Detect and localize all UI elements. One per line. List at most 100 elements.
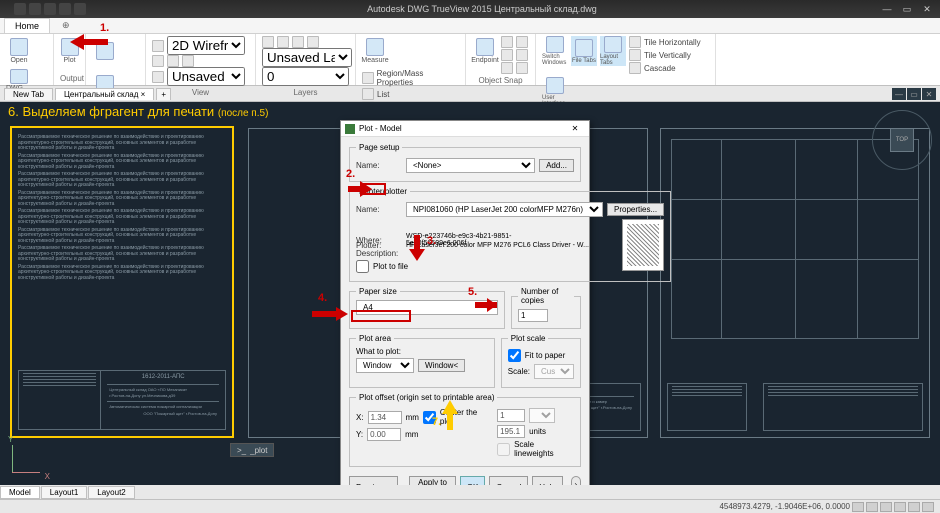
qat-plot-icon[interactable] [74,3,86,15]
cascade-icon [629,62,641,74]
doctab-new[interactable]: New Tab [4,88,53,100]
doctab-add[interactable]: + [156,88,171,100]
plot-to-file-checkbox[interactable] [356,260,369,273]
savedview-select[interactable]: Unsaved View [167,67,245,86]
plotarea-group: Plot area What to plot: Window Window< [349,334,495,388]
switch-windows-button[interactable]: Switch Windows [542,36,568,66]
status-icon[interactable] [922,502,934,512]
status-icon[interactable] [852,502,864,512]
sheet-3 [660,128,930,438]
layout-tab-1[interactable]: Layout1 [41,486,87,499]
offset-y-input[interactable] [367,428,401,441]
cmd-prompt-icon: >_ [237,446,246,455]
pagesetup-group: Page setup Name: <None> Add... [349,143,581,182]
savedview-icon [152,71,164,83]
annotation-7: 7. [432,416,441,428]
annotation-5: 5. [468,286,477,298]
status-icon[interactable] [908,502,920,512]
layer-select[interactable]: 0 [262,67,349,86]
group-label-output: Output [60,74,79,83]
printer-props-button[interactable]: Properties... [607,203,664,216]
annotation-arrow-2 [348,179,372,199]
offset-x-input[interactable] [368,411,402,424]
layout-tabs-button[interactable]: Layout Tabs [600,36,626,66]
convert-icon [10,69,28,84]
layouttabs-icon [604,36,622,53]
printer-group: Printer/plotter Name: NPI081060 (HP Lase… [349,187,671,282]
dialog-close-button[interactable]: ✕ [565,124,585,133]
dialog-icon [345,124,355,134]
ribbon-tab-home[interactable]: Home [4,18,50,33]
pagesetup-add-button[interactable]: Add... [539,159,574,172]
minimize-button[interactable]: — [878,2,896,16]
annotation-4: 4. [318,292,327,304]
qat-save-icon[interactable] [59,3,71,15]
ribbon-group-files: Open DWG Convert Files [0,34,54,85]
instruction-text: 6. Выделяем фграгент для печати (после п… [8,104,268,119]
endpoint-icon [476,38,494,56]
layout-tabs: Model Layout1 Layout2 [0,485,940,499]
qat-open-icon[interactable] [44,3,56,15]
massprops-icon [362,72,374,84]
status-icon[interactable] [894,502,906,512]
mdi-minimize[interactable]: — [892,88,906,100]
close-button[interactable]: ✕ [918,2,936,16]
viewcube[interactable]: TOP [872,110,932,170]
wireframe-select[interactable]: 2D Wireframe [167,36,245,55]
layout-tab-2[interactable]: Layout2 [88,486,134,499]
ui-icon [546,77,564,94]
layer-icon [262,36,274,48]
annotation-arrow-5 [465,297,497,313]
file-tabs-button[interactable]: File Tabs [571,36,597,66]
view-icon [152,55,164,67]
status-bar: 4548973.4279, -1.9046E+06, 0.0000 [0,499,940,513]
scale-select: Custom [534,364,574,379]
window-button[interactable]: Window< [418,359,465,372]
layout-tab-model[interactable]: Model [0,486,40,499]
measure-button[interactable]: Measure [362,36,388,66]
fit-to-paper-checkbox[interactable] [508,349,521,362]
doctab-close-icon[interactable]: × [141,90,146,99]
window-title: Autodesk DWG TrueView 2015 Центральный с… [86,4,878,14]
annotation-box-4 [351,310,411,322]
copies-group: Number of copies [511,287,581,329]
ribbon-tab-add[interactable]: ⊕ [52,18,80,33]
dialog-titlebar[interactable]: Plot - Model ✕ [341,121,589,137]
ribbon-group-ui: Switch Windows File Tabs Layout Tabs Til… [536,34,716,85]
list-icon [362,88,374,100]
annotation-3: 3. [427,235,436,247]
endpoint-button[interactable]: Endpoint [472,36,498,66]
units-input [497,425,525,438]
annotation-2: 2. [346,168,355,180]
annotation-arrow-3 [407,235,427,261]
app-menu-icon[interactable] [14,3,26,15]
open-button[interactable]: Open [6,36,32,66]
layerstate-select[interactable]: Unsaved Layer State [262,48,352,67]
ribbon-group-measure: Measure Region/Mass Properties List Loca… [356,34,466,85]
mdi-window-controls: — ▭ ✕ [892,88,936,100]
qat-new-icon[interactable] [29,3,41,15]
paper-preview [622,219,664,271]
mdi-restore[interactable]: ▭ [907,88,921,100]
wireframe-icon [152,40,164,52]
tile-v-icon [629,49,641,61]
window-controls: — ▭ ✕ [878,2,936,16]
printer-name-select[interactable]: NPI081060 (HP LaserJet 200 colorMFP M276… [406,202,603,217]
maximize-button[interactable]: ▭ [898,2,916,16]
ribbon-group-osnap: Endpoint Object Snap [466,34,536,85]
viewcube-face[interactable]: TOP [890,128,914,152]
open-icon [10,38,28,56]
doctab-active[interactable]: Центральный склад × [55,88,154,100]
dialog-title: Plot - Model [359,124,402,133]
status-icon[interactable] [880,502,892,512]
mdi-close[interactable]: ✕ [922,88,936,100]
plotscale-group: Plot scale Fit to paper Scale:Custom [501,334,581,388]
whattoplot-select[interactable]: Window [356,358,414,373]
annotation-arrow-1 [70,32,110,52]
copies-input[interactable] [518,309,548,322]
document-tabs: New Tab Центральный склад × + [0,86,940,102]
command-line[interactable]: >_ _plot [230,443,274,457]
scale-lw-checkbox [497,443,510,456]
pagesetup-name-select[interactable]: <None> [406,158,535,173]
status-icon[interactable] [866,502,878,512]
